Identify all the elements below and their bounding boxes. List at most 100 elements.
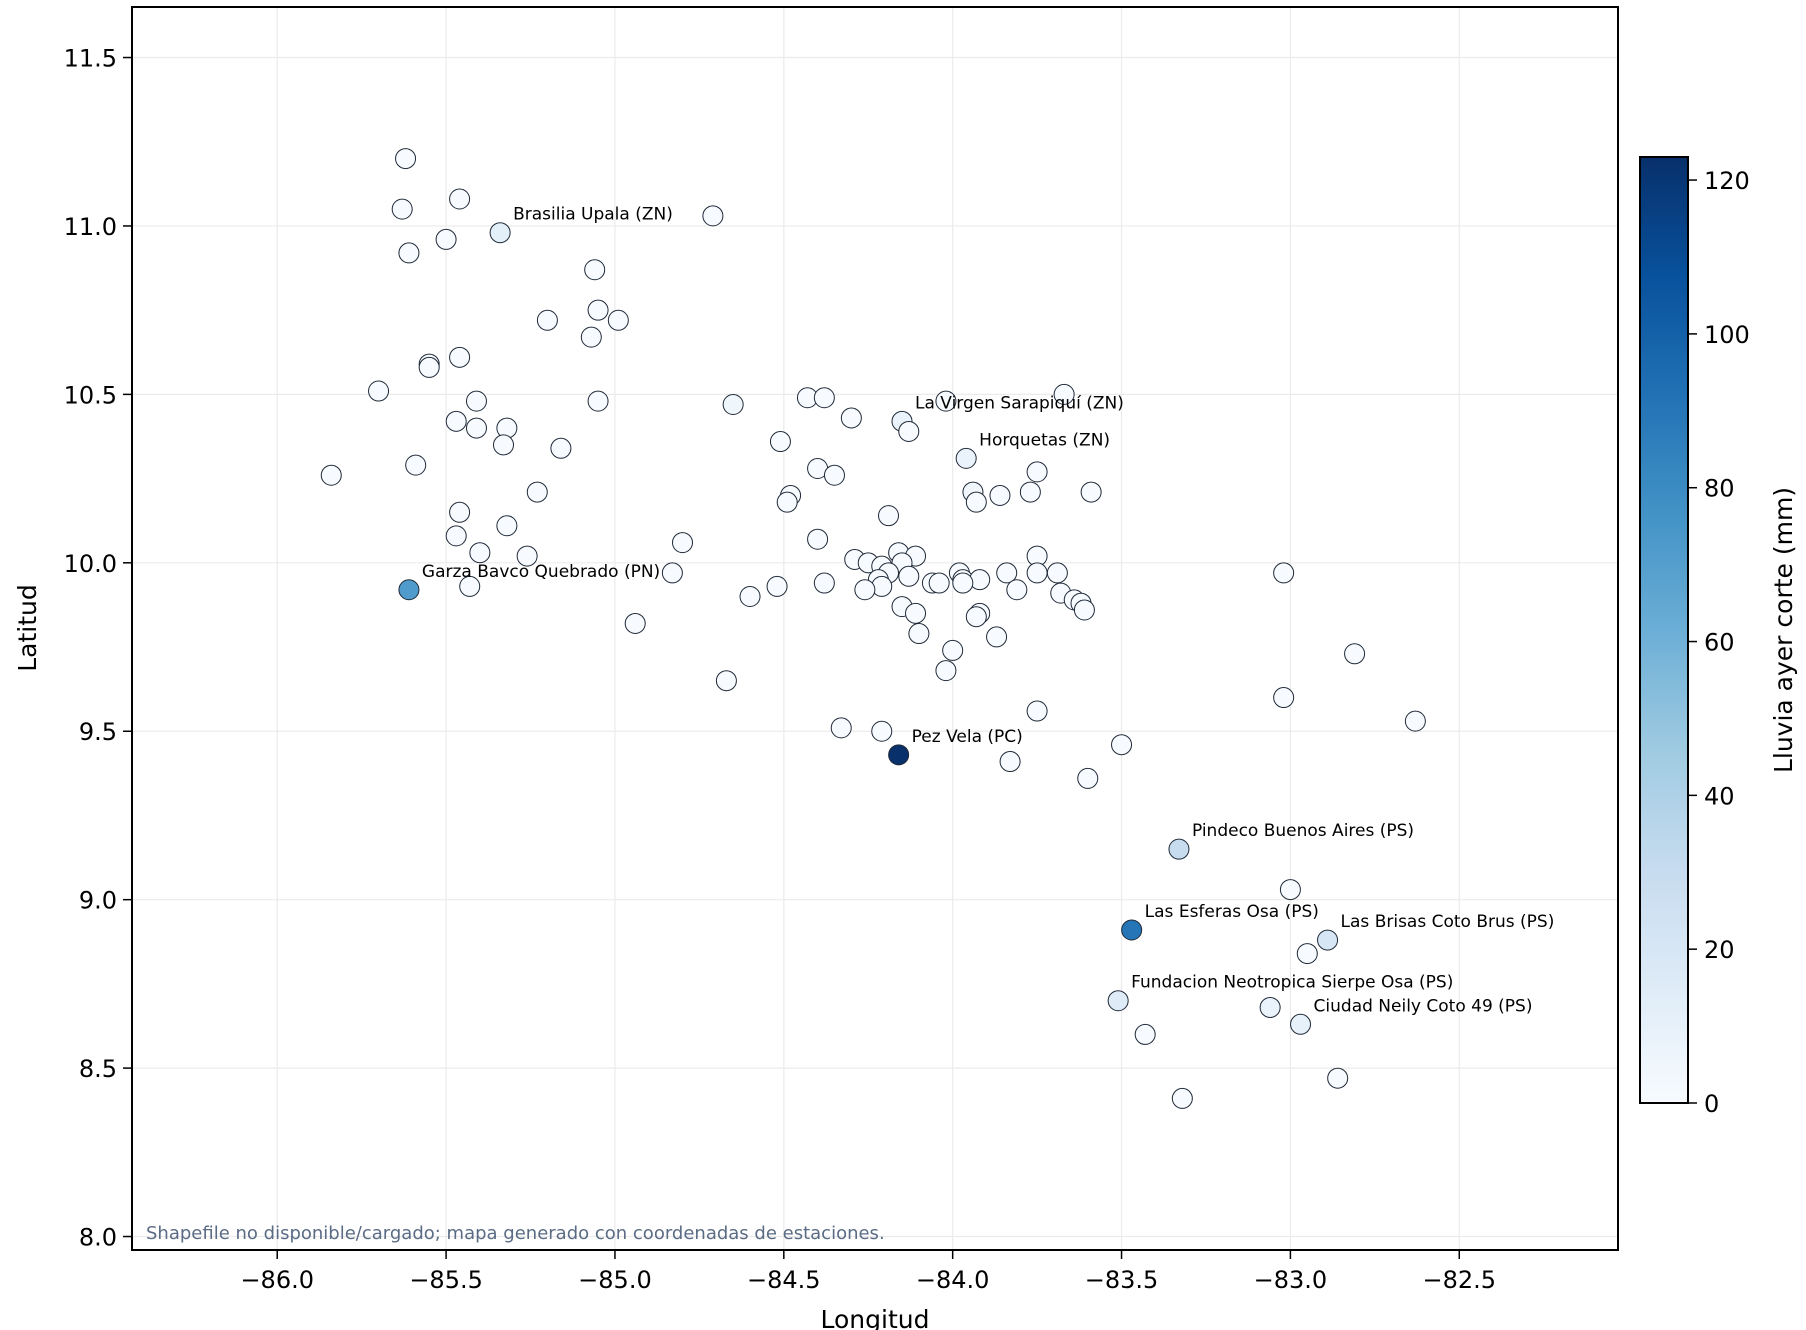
station-point xyxy=(496,515,518,537)
station-point xyxy=(878,505,900,527)
colorbar-tick-label: 120 xyxy=(1704,167,1750,195)
station-point xyxy=(1121,919,1143,941)
station-point xyxy=(607,309,629,331)
colorbar-tick-label: 60 xyxy=(1704,629,1735,657)
station-point xyxy=(1317,929,1339,951)
station-point xyxy=(1259,996,1281,1018)
station-point xyxy=(965,491,987,513)
station-point xyxy=(702,205,724,227)
station-point xyxy=(898,565,920,587)
station-point xyxy=(1273,687,1295,709)
station-point xyxy=(449,346,471,368)
station-point xyxy=(550,437,572,459)
station-point xyxy=(671,532,693,554)
station-point xyxy=(435,228,457,250)
x-tick-label: −86.0 xyxy=(240,1266,314,1294)
station-point xyxy=(489,222,511,244)
station-point xyxy=(1327,1067,1349,1089)
station-point xyxy=(1073,599,1095,621)
station-point xyxy=(465,390,487,412)
colorbar-tick-label: 80 xyxy=(1704,475,1735,503)
station-point xyxy=(536,309,558,331)
y-tick-label: 10.0 xyxy=(64,550,117,578)
station-point xyxy=(823,464,845,486)
station-point xyxy=(928,572,950,594)
station-point xyxy=(830,717,852,739)
colorbar-title: Lluvia ayer corte (mm) xyxy=(1769,487,1798,773)
station-point xyxy=(1026,562,1048,584)
x-tick-label: −83.0 xyxy=(1254,1266,1328,1294)
plot-background xyxy=(132,7,1618,1250)
station-point xyxy=(584,259,606,281)
station-point xyxy=(1019,481,1041,503)
station-point xyxy=(580,326,602,348)
y-tick-label: 11.0 xyxy=(64,213,117,241)
station-point xyxy=(1290,1013,1312,1035)
station-point xyxy=(854,579,876,601)
station-point xyxy=(398,242,420,264)
y-tick-label: 9.5 xyxy=(79,718,117,746)
station-point xyxy=(1046,562,1068,584)
station-point xyxy=(368,380,390,402)
station-point xyxy=(1026,700,1048,722)
station-point xyxy=(465,417,487,439)
station-point xyxy=(1107,990,1129,1012)
station-point xyxy=(1053,383,1075,405)
station-point xyxy=(739,585,761,607)
station-point xyxy=(624,612,646,634)
station-label: Fundacion Neotropica Sierpe Osa (PS) xyxy=(1131,973,1453,993)
station-point xyxy=(905,602,927,624)
colorbar-tick-label: 100 xyxy=(1704,321,1750,349)
station-label: Horquetas (ZN) xyxy=(979,430,1110,450)
station-point xyxy=(398,579,420,601)
colorbar-gradient xyxy=(1639,156,1689,1104)
station-point xyxy=(888,744,910,766)
station-point xyxy=(989,484,1011,506)
station-point xyxy=(813,387,835,409)
x-tick-label: −84.5 xyxy=(747,1266,821,1294)
station-point xyxy=(1168,838,1190,860)
station-label: La Virgen Sarapiquí (ZN) xyxy=(915,393,1124,413)
station-label: Las Brisas Coto Brus (PS) xyxy=(1341,912,1555,932)
map-note: Shapefile no disponible/cargado; mapa ge… xyxy=(146,1223,885,1244)
colorbar-tick-label: 20 xyxy=(1704,936,1735,964)
station-point xyxy=(1026,461,1048,483)
station-point xyxy=(1404,710,1426,732)
station-point xyxy=(908,623,930,645)
x-tick-label: −84.0 xyxy=(916,1266,990,1294)
station-point xyxy=(952,572,974,594)
station-annotations: Brasilia Upala (ZN) La Virgen Sarapiquí (… xyxy=(422,205,1554,1017)
y-tick-label: 9.0 xyxy=(79,887,117,915)
station-point xyxy=(898,420,920,442)
y-tick-label: 11.5 xyxy=(64,45,117,73)
station-point xyxy=(320,464,342,486)
station-point xyxy=(469,542,491,564)
station-point xyxy=(935,390,957,412)
station-point xyxy=(1296,943,1318,965)
station-point xyxy=(807,528,829,550)
station-point xyxy=(395,148,417,170)
station-point xyxy=(955,447,977,469)
y-tick-label: 8.5 xyxy=(79,1055,117,1083)
station-label: Ciudad Neily Coto 49 (PS) xyxy=(1314,996,1533,1016)
station-point xyxy=(715,670,737,692)
y-axis-ticks: 8.0 8.5 9.0 9.5 10.0 10.5 11.0 11.5 xyxy=(64,45,132,1252)
y-tick-label: 8.0 xyxy=(79,1224,117,1252)
station-point xyxy=(493,434,514,456)
station-point xyxy=(1134,1023,1156,1045)
colorbar-ticks: 0 20 40 60 80 100 120 xyxy=(1688,167,1750,1118)
x-axis-ticks: −86.0 −85.5 −85.0 −84.5 −84.0 −83.5 −83.0 −82.5 xyxy=(240,1250,1496,1294)
station-point xyxy=(935,660,957,682)
station-point xyxy=(769,431,791,453)
station-point xyxy=(1344,643,1366,665)
station-point xyxy=(445,525,467,547)
station-point xyxy=(587,299,609,321)
station-label: Garza Bavco Quebrado (PN) xyxy=(422,562,660,582)
station-label: Brasilia Upala (ZN) xyxy=(513,205,673,225)
station-point xyxy=(449,188,471,210)
station-point xyxy=(405,454,427,476)
station-point xyxy=(1171,1087,1193,1109)
station-point xyxy=(459,575,481,597)
station-point xyxy=(1279,879,1301,901)
station-point xyxy=(965,606,987,628)
